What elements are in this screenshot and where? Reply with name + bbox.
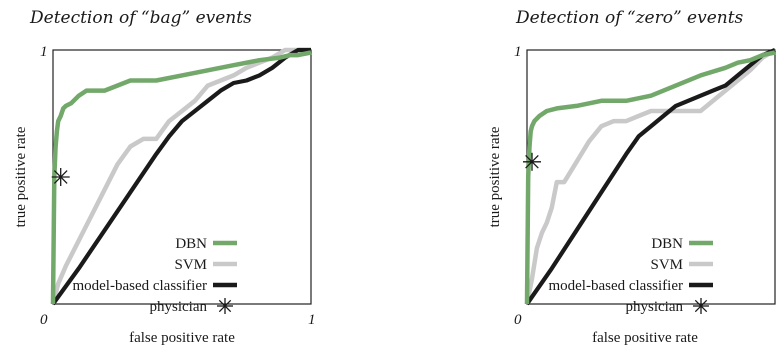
legend-item: physician xyxy=(150,298,233,315)
legend-swatch xyxy=(217,298,233,314)
origin-tick-label: 0 xyxy=(40,312,48,328)
chart-title: Detection of “zero” events xyxy=(515,8,744,28)
legend-label: physician xyxy=(150,299,208,315)
legend-item: DBN xyxy=(651,236,713,252)
y-tick-label-max: 1 xyxy=(40,44,48,60)
point-marker-physician xyxy=(51,168,70,186)
legend-label: physician xyxy=(626,299,684,315)
x-tick-label-max: 1 xyxy=(308,312,316,328)
series-line-dbn xyxy=(524,50,776,305)
roc-chart-1: Detection of “bag” events 1 0 1 false positi… xyxy=(13,8,316,346)
legend: DBN SVM model-based classifier physician xyxy=(72,236,237,315)
legend-item: model-based classifier xyxy=(548,278,713,294)
series-line-model-based-classifier xyxy=(51,47,311,306)
legend-item: SVM xyxy=(650,257,713,273)
series-line-model-based-classifier xyxy=(525,48,776,306)
legend-label: model-based classifier xyxy=(72,278,207,294)
legend-label: SVM xyxy=(174,257,207,273)
legend-item: model-based classifier xyxy=(72,278,237,294)
y-axis-label: true positive rate xyxy=(487,126,503,227)
x-axis-label: false positive rate xyxy=(129,330,235,346)
series-line-svm xyxy=(524,48,777,305)
legend-label: DBN xyxy=(175,236,207,252)
legend-label: model-based classifier xyxy=(548,278,683,294)
y-axis-label: true positive rate xyxy=(13,126,29,227)
legend-item: DBN xyxy=(175,236,237,252)
chart-title: Detection of “bag” events xyxy=(29,8,252,28)
legend: DBN SVM model-based classifier physician xyxy=(548,236,713,315)
legend-item: SVM xyxy=(174,257,237,273)
roc-chart-2: Detection of “zero” events 1 0 false positi… xyxy=(487,8,777,346)
x-axis-label: false positive rate xyxy=(592,330,698,346)
legend-item: physician xyxy=(626,298,709,315)
legend-swatch xyxy=(693,298,709,314)
legend-label: SVM xyxy=(650,257,683,273)
y-tick-label-max: 1 xyxy=(514,44,522,60)
point-marker-physician xyxy=(523,152,541,171)
legend-label: DBN xyxy=(651,236,683,252)
series-line-dbn xyxy=(50,50,312,305)
origin-tick-label: 0 xyxy=(514,312,522,328)
